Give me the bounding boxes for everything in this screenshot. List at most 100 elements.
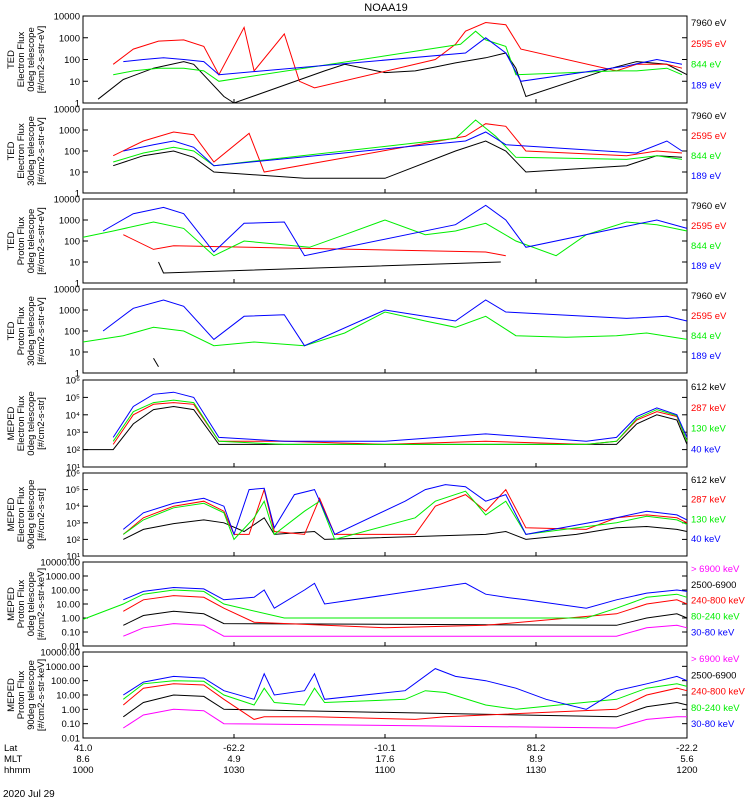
y-axis-label: TEDProton Flux0deg telescope[#/cm2-s-str… [6, 207, 47, 275]
y-tick-label: 10⁶ [66, 469, 81, 480]
y-axis-label-line: 90deg telescope [26, 660, 37, 730]
y-axis-label-line: 30deg telescope [26, 116, 37, 186]
y-axis-label-line: [#/cm2-s-str-eV] [36, 26, 47, 94]
legend-entry: 189 eV [691, 351, 722, 362]
legend-entry: 2500-6900 [691, 670, 736, 681]
y-axis-label: MEPEDElectron Flux90deg telescope[#/cm2-… [6, 480, 47, 550]
series-line--6900-kev [123, 623, 688, 637]
y-axis-label-line: Proton Flux [16, 216, 27, 265]
legend-entry: 189 eV [691, 171, 722, 182]
panel-meped-e-90: 10¹ 10² 10³ 10⁴ 10⁵ 10⁶ MEPEDElectron Flux90de… [6, 469, 727, 563]
panel-frame [82, 472, 688, 557]
legend-entry: 30-80 keV [691, 719, 735, 730]
x-tick-mlt: 4.9 [227, 754, 240, 765]
x-tick-hhmm: 1200 [676, 765, 697, 776]
legend-entry: 2500-6900 [691, 580, 736, 591]
series-line-40-kev [122, 484, 688, 536]
y-axis-label-line: Electron Flux [16, 396, 27, 452]
y-axis-label: MEPEDElectron Flux0deg telescope[#/cm2-s… [6, 391, 47, 455]
legend-entry: 240-800 keV [691, 596, 746, 607]
y-axis-label-line: Proton Flux [16, 670, 27, 719]
y-tick-label: 0.01 [62, 734, 81, 745]
legend-entry: 2595 eV [691, 39, 727, 50]
series-line-30-80-kev [123, 668, 688, 710]
y-tick-label: 0.10 [62, 628, 81, 639]
panel-ted-p-0: 1 10 100 1000 10000 TEDProton Flux0deg telesc… [6, 195, 727, 290]
figure-title: NOAA19 [364, 2, 407, 14]
series-line--6900-kev [123, 708, 687, 729]
y-axis-label-line: Electron Flux [16, 487, 27, 543]
x-tick-hhmm: 1030 [223, 765, 244, 776]
y-axis-label-line: [#/cm2-s-str-eV] [36, 207, 47, 275]
y-tick-label: 10¹ [66, 463, 80, 474]
series-line-2595-ev [123, 234, 506, 257]
x-row-label: hhmm [4, 765, 30, 776]
legend-entry: 2595 eV [691, 131, 727, 142]
y-axis-label-line: 0deg telescope [26, 391, 37, 455]
panel-ted-p-30: 1 10 100 1000 10000 TEDProton Flux30deg teles… [6, 285, 727, 380]
panel-frame [82, 15, 688, 104]
y-tick-label: 10.00 [56, 600, 80, 611]
panel-frame [82, 288, 688, 374]
legend-entry: 7960 eV [691, 111, 727, 122]
legend-entry: > 6900 keV [691, 654, 740, 665]
y-axis-label-line: [#/cm2-s-str-keV] [36, 659, 47, 731]
y-tick-label: 10000 [54, 285, 80, 296]
y-tick-label: 10⁴ [65, 502, 80, 513]
y-axis-label-line: [#/cm2-s-str-keV] [36, 568, 47, 640]
legend-entry: 287 keV [691, 403, 727, 414]
x-tick-lat: -10.1 [374, 743, 396, 754]
y-axis-label-line: Proton Flux [16, 306, 27, 355]
y-axis-label-line: [#/cm2-s-str] [36, 488, 47, 541]
legend-entry: 40 keV [691, 444, 721, 455]
series-line-130-kev [112, 399, 688, 445]
series-line-287-kev [112, 402, 688, 445]
legend-entry: 40 keV [691, 534, 721, 545]
x-tick-lat: -62.2 [223, 743, 245, 754]
y-tick-label: 10² [66, 445, 80, 456]
legend-entry: 2595 eV [691, 221, 727, 232]
y-tick-label: 10⁵ [65, 485, 80, 496]
panel-ted-e-0: 1 10 100 1000 10000 TEDElectron Flux0deg tele… [6, 12, 727, 110]
legend-entry: 30-80 keV [691, 627, 735, 638]
y-tick-label: 1 [75, 279, 80, 290]
y-axis-label-line: Electron Flux [16, 123, 27, 179]
legend-entry: 287 keV [691, 495, 727, 506]
x-tick-lat: 41.0 [74, 743, 93, 754]
y-tick-label: 1000.00 [46, 572, 80, 583]
x-tick-hhmm: 1130 [526, 765, 546, 776]
y-axis-label-line: MEPED [6, 406, 17, 440]
x-tick-hhmm: 1100 [375, 765, 395, 776]
y-tick-label: 1.00 [62, 614, 81, 625]
panel-frame [82, 379, 688, 468]
y-tick-label: 10⁶ [66, 376, 81, 387]
y-tick-label: 1000.00 [46, 662, 80, 673]
y-tick-label: 10³ [66, 428, 80, 439]
series-line-40-kev [112, 391, 688, 442]
date-label: 2020 Jul 29 [3, 789, 55, 800]
y-axis-label-line: Electron Flux [16, 32, 27, 88]
y-axis-label: TEDElectron Flux30deg telescope[#/cm2-s-… [6, 116, 47, 186]
legend-entry: 844 eV [691, 331, 722, 342]
y-axis-label-line: MEPED [6, 497, 17, 531]
series-line-2595-ev [112, 21, 683, 89]
y-axis-label-line: TED [6, 50, 17, 69]
y-tick-label: 10000 [54, 105, 80, 116]
x-tick-mlt: 5.6 [680, 754, 693, 765]
y-axis-label-line: 90deg telescope [26, 480, 37, 550]
series-line-612-kev [123, 517, 688, 540]
x-tick-mlt: 8.9 [529, 754, 542, 765]
series-line-189-ev [123, 131, 683, 167]
y-tick-label: 100 [64, 327, 80, 338]
legend-entry: 612 keV [691, 382, 727, 393]
x-tick-lat: -22.2 [676, 743, 698, 754]
x-tick-hhmm: 1000 [72, 765, 93, 776]
y-tick-label: 10000 [54, 12, 80, 23]
series-line-189-ev [102, 299, 688, 347]
panel-meped-p-0: 0.010.101.0010.00100.001000.0010000.00ME… [6, 558, 746, 653]
series-line-130-kev [123, 490, 688, 541]
series-line-240-800-kev [122, 683, 688, 720]
y-tick-label: 1000 [59, 306, 80, 317]
y-axis-label-line: [#/cm2-s-str] [36, 397, 47, 450]
y-tick-label: 10000.00 [40, 648, 80, 659]
